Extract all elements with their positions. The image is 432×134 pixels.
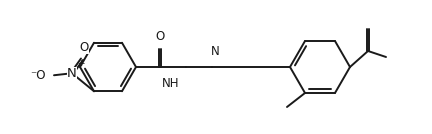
Text: +: +: [77, 59, 85, 68]
Text: O: O: [79, 41, 89, 54]
Text: N: N: [67, 67, 77, 80]
Text: N: N: [211, 45, 219, 58]
Text: NH: NH: [162, 77, 180, 90]
Text: O: O: [156, 30, 165, 43]
Text: ⁻O: ⁻O: [31, 69, 46, 82]
